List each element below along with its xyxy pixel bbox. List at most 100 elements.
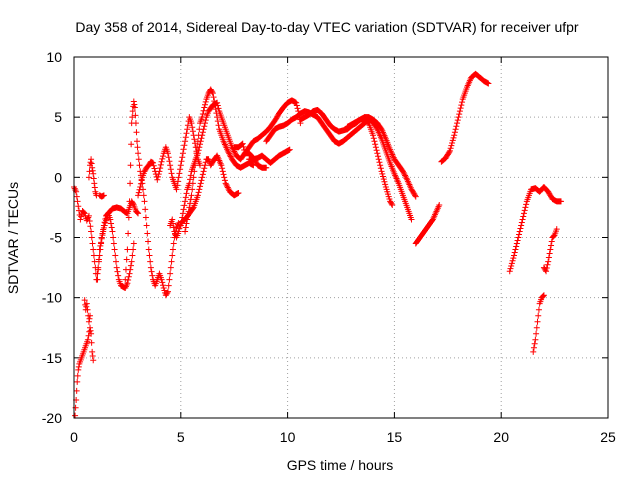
data-point [189, 205, 196, 212]
data-point [191, 136, 198, 143]
data-point [545, 254, 552, 261]
data-point [111, 246, 118, 253]
data-point [179, 150, 186, 157]
data-point [513, 243, 520, 250]
data-point [200, 126, 207, 133]
data-point [520, 213, 527, 220]
data-point [201, 123, 208, 130]
data-point [508, 260, 515, 267]
data-point [189, 124, 196, 131]
data-point [227, 153, 234, 160]
data-point [100, 192, 107, 199]
data-point [182, 138, 189, 145]
data-point [89, 348, 96, 355]
data-point [381, 178, 388, 185]
data-point [452, 126, 459, 133]
data-point [128, 258, 135, 265]
data-point [167, 270, 174, 277]
data-point [98, 239, 105, 246]
data-point [199, 171, 206, 178]
data-point [81, 297, 88, 304]
data-point [543, 268, 550, 275]
data-point [400, 169, 407, 176]
data-point [214, 99, 221, 106]
data-point [365, 119, 372, 126]
data-point [195, 189, 202, 196]
data-point [507, 265, 514, 272]
data-point [412, 192, 419, 199]
data-point [412, 193, 419, 200]
data-point [150, 159, 157, 166]
data-point [136, 162, 143, 169]
data-point [129, 108, 136, 115]
data-point [145, 246, 152, 253]
data-point [226, 152, 233, 159]
data-point [130, 240, 137, 247]
data-point [140, 192, 147, 199]
data-point [198, 177, 205, 184]
data-point [377, 165, 384, 172]
data-point [180, 146, 187, 153]
data-point [130, 98, 137, 105]
data-point [131, 101, 138, 108]
data-point [184, 126, 191, 133]
data-point [513, 240, 520, 247]
y-tick-label: 0 [54, 169, 62, 185]
data-point [84, 336, 91, 343]
data-point [88, 156, 95, 163]
data-point [114, 268, 121, 275]
data-point [240, 143, 247, 150]
data-point [372, 141, 379, 148]
data-point [183, 130, 190, 137]
data-point [134, 144, 141, 151]
data-point [215, 105, 222, 112]
data-point [453, 123, 460, 130]
data-point [109, 228, 116, 235]
data-point [127, 262, 134, 269]
data-point [157, 161, 164, 168]
data-point [158, 158, 165, 165]
data-point [456, 111, 463, 118]
data-point [188, 120, 195, 127]
x-tick-label: 5 [177, 429, 185, 445]
data-point [170, 240, 177, 247]
data-point [174, 182, 181, 189]
data-point [169, 246, 176, 253]
data-point [90, 175, 97, 182]
data-point [89, 164, 96, 171]
data-point [219, 165, 226, 172]
data-point [86, 218, 93, 225]
data-point [375, 153, 382, 160]
data-point [180, 206, 187, 213]
data-point [202, 120, 209, 127]
data-point [83, 303, 90, 310]
data-point [88, 228, 95, 235]
data-point [454, 120, 461, 127]
data-point [169, 252, 176, 259]
data-point [85, 318, 92, 325]
data-point [176, 170, 183, 177]
data-point [187, 172, 194, 179]
data-point [135, 156, 142, 163]
data-point [198, 135, 205, 142]
data-point [533, 330, 540, 337]
data-point [514, 237, 521, 244]
data-point [370, 135, 377, 142]
data-point [219, 168, 226, 175]
data-point [134, 209, 141, 216]
data-point [182, 224, 189, 231]
data-point [131, 104, 138, 111]
data-point [521, 207, 528, 214]
data-point [75, 363, 82, 370]
data-point [91, 180, 98, 187]
data-point [401, 171, 408, 178]
data-point [199, 110, 206, 117]
data-point [165, 154, 172, 161]
data-point [535, 312, 542, 319]
data-point [202, 159, 209, 166]
y-tick-label: 10 [46, 49, 62, 65]
data-point [147, 258, 154, 265]
data-point [184, 212, 191, 219]
data-point [194, 150, 201, 157]
data-point [107, 216, 114, 223]
